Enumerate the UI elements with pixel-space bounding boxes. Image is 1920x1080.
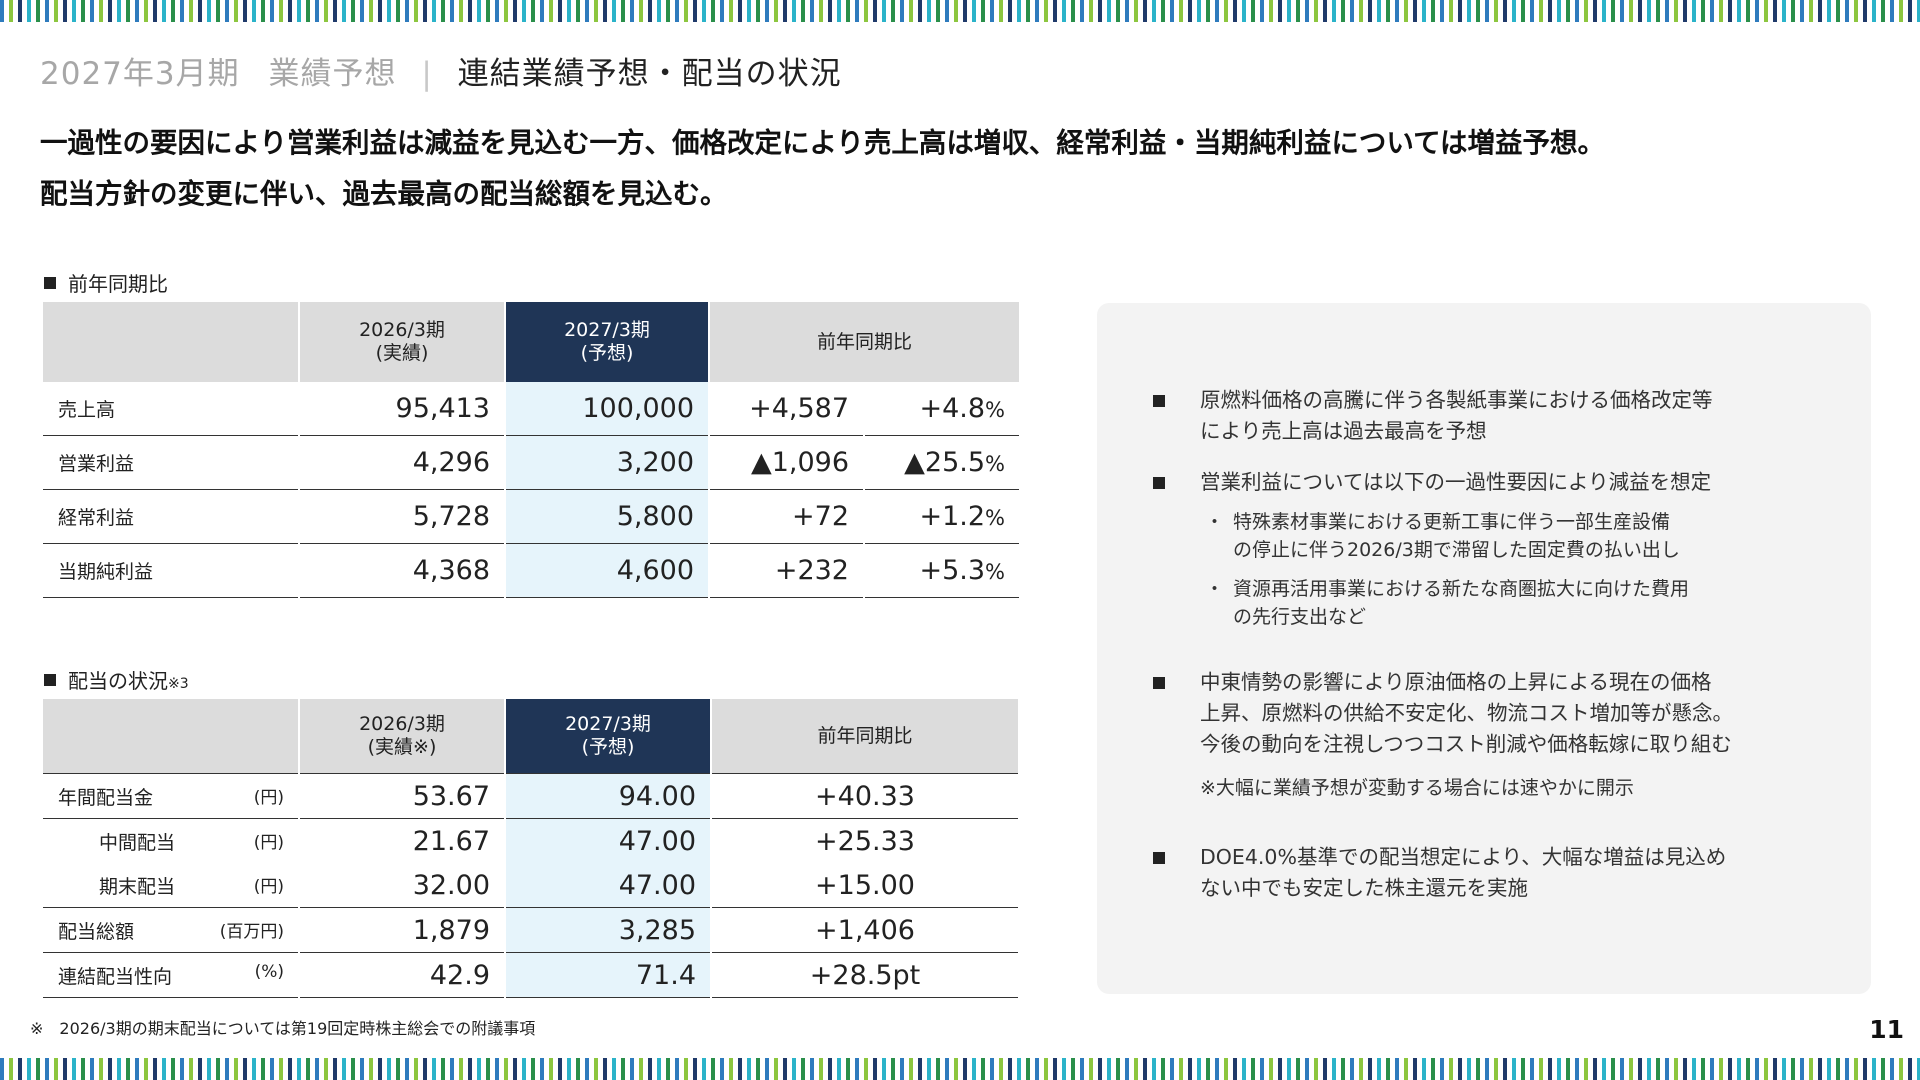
cell-pct: +4.8%: [862, 382, 1020, 436]
sub-bullet-expansion: ・ 資源再活用事業における新たな商圏拡大に向けた費用 の先行支出など: [1205, 578, 1690, 628]
bullet-operating-profit: 営業利益については以下の一過性要因により減益を想定: [1153, 467, 1857, 498]
table-row: 年間配当金 (円) 53.67 94.00 +40.33: [43, 773, 1018, 819]
cell-forecast: 71.4: [504, 952, 711, 998]
cell-diff: +232: [708, 543, 864, 598]
table-header-row: 2026/3期 (実績※) 2027/3期 (予想) 前年同期比: [43, 699, 1018, 774]
disclosure-note: ※大幅に業績予想が変動する場合には速やかに開示: [1200, 777, 1634, 799]
dividend-section-label: 配当の状況※3: [44, 665, 189, 694]
headline: 一過性の要因により営業利益は減益を見込む一方、価格改定により売上高は増収、経常利…: [40, 118, 1900, 220]
square-bullet-icon: [1153, 477, 1165, 489]
cell-diff: +4,587: [708, 382, 864, 436]
header-actual: 2026/3期 (実績): [298, 302, 505, 382]
title-period: 2027年3月期: [40, 56, 240, 92]
cell-diff: +40.33: [710, 773, 1018, 819]
cell-forecast: 5,800: [504, 489, 709, 544]
cell-actual: 4,296: [298, 435, 505, 490]
header-blank: [43, 302, 299, 382]
cell-actual: 42.9: [298, 952, 505, 998]
table-row: 営業利益 4,296 3,200 ▲1,096 ▲25.5%: [43, 435, 1020, 490]
table-row: 経常利益 5,728 5,800 +72 +1.2%: [43, 489, 1020, 544]
bottom-decorative-stripe: [0, 1058, 1920, 1080]
row-label: 連結配当性向 (%): [43, 952, 299, 998]
cell-diff: +28.5pt: [710, 952, 1018, 998]
square-bullet-icon: [1153, 395, 1165, 407]
cell-actual: 21.67: [298, 818, 505, 863]
cell-diff: +25.33: [710, 818, 1018, 863]
table-row: 期末配当 (円) 32.00 47.00 +15.00: [43, 863, 1018, 908]
bullet-doe: DOE4.0%基準での配当想定により、大幅な増益は見込め ない中でも安定した株主還…: [1153, 842, 1857, 904]
cell-actual: 5,728: [298, 489, 505, 544]
page-number: 11: [1869, 1015, 1904, 1044]
header-yoy: 前年同期比: [710, 699, 1018, 774]
headline-line-2: 配当方針の変更に伴い、過去最高の配当総額を見込む。: [40, 178, 728, 210]
cell-diff: +72: [708, 489, 864, 544]
header-actual: 2026/3期 (実績※): [298, 699, 505, 774]
table-header-row: 2026/3期 (実績) 2027/3期 (予想) 前年同期比: [43, 302, 1020, 382]
table-row: 売上高 95,413 100,000 +4,587 +4.8%: [43, 382, 1020, 436]
footnote: ※ 2026/3期の期末配当については第19回定時株主総会での附議事項: [30, 1019, 536, 1038]
table-row: 配当総額 (百万円) 1,879 3,285 +1,406: [43, 907, 1018, 953]
cell-pct: +1.2%: [862, 489, 1020, 544]
cell-actual: 4,368: [298, 543, 505, 598]
header-yoy: 前年同期比: [707, 302, 1020, 382]
table-row: 中間配当 (円) 21.67 47.00 +25.33: [43, 818, 1018, 863]
row-label: 中間配当 (円): [43, 818, 299, 863]
cell-actual: 1,879: [298, 907, 505, 953]
cell-diff: ▲1,096: [708, 435, 864, 490]
commentary-panel: 原燃料価格の高騰に伴う各製紙事業における価格改定等 により売上高は過去最高を予想 …: [1097, 303, 1871, 994]
page-title: 2027年3月期 業績予想 | 連結業績予想・配当の状況: [40, 48, 842, 93]
cell-diff: +15.00: [710, 863, 1018, 908]
header-blank: [43, 699, 299, 774]
cell-forecast: 3,200: [504, 435, 709, 490]
row-label: 売上高: [43, 382, 299, 436]
cell-forecast: 47.00: [504, 863, 711, 908]
header-forecast: 2027/3期 (予想): [504, 699, 711, 774]
cell-forecast: 100,000: [504, 382, 709, 436]
header-forecast: 2027/3期 (予想): [504, 302, 709, 382]
title-main: 連結業績予想・配当の状況: [457, 56, 842, 92]
cell-actual: 32.00: [298, 863, 505, 908]
table-row: 当期純利益 4,368 4,600 +232 +5.3%: [43, 543, 1020, 598]
cell-actual: 95,413: [298, 382, 505, 436]
row-label: 経常利益: [43, 489, 299, 544]
square-bullet-icon: [1153, 852, 1165, 864]
cell-forecast: 47.00: [504, 818, 711, 863]
row-label: 配当総額 (百万円): [43, 907, 299, 953]
title-category: 業績予想: [268, 56, 397, 92]
cell-forecast: 3,285: [504, 907, 711, 953]
top-decorative-stripe: [0, 0, 1920, 22]
cell-diff: +1,406: [710, 907, 1018, 953]
cell-forecast: 94.00: [504, 773, 711, 819]
title-separator: |: [421, 56, 433, 92]
dividend-table: 2026/3期 (実績※) 2027/3期 (予想) 前年同期比 年間配当金 (円) …: [43, 699, 1018, 998]
cell-pct: ▲25.5%: [862, 435, 1020, 490]
cell-pct: +5.3%: [862, 543, 1020, 598]
row-label: 営業利益: [43, 435, 299, 490]
bullet-price-revision: 原燃料価格の高騰に伴う各製紙事業における価格改定等 により売上高は過去最高を予想: [1153, 385, 1857, 447]
cell-actual: 53.67: [298, 773, 505, 819]
performance-table: 2026/3期 (実績) 2027/3期 (予想) 前年同期比 売上高 95,413…: [43, 302, 1020, 598]
headline-line-1: 一過性の要因により営業利益は減益を見込む一方、価格改定により売上高は増収、経常利…: [40, 127, 1606, 159]
sub-bullet-equipment: ・ 特殊素材事業における更新工事に伴う一部生産設備 の停止に伴う2026/3期で滞…: [1205, 511, 1680, 561]
cell-forecast: 4,600: [504, 543, 709, 598]
square-bullet-icon: [44, 277, 56, 289]
performance-section-label: 前年同期比: [44, 268, 168, 297]
bullet-middle-east: 中東情勢の影響により原油価格の上昇による現在の価格 上昇、原燃料の供給不安定化、物…: [1153, 667, 1857, 760]
row-label: 期末配当 (円): [99, 875, 284, 898]
row-label: 当期純利益: [43, 543, 299, 598]
table-row: 連結配当性向 (%) 42.9 71.4 +28.5pt: [43, 952, 1018, 998]
row-label: 年間配当金 (円): [43, 773, 299, 819]
square-bullet-icon: [1153, 677, 1165, 689]
square-bullet-icon: [44, 674, 56, 686]
